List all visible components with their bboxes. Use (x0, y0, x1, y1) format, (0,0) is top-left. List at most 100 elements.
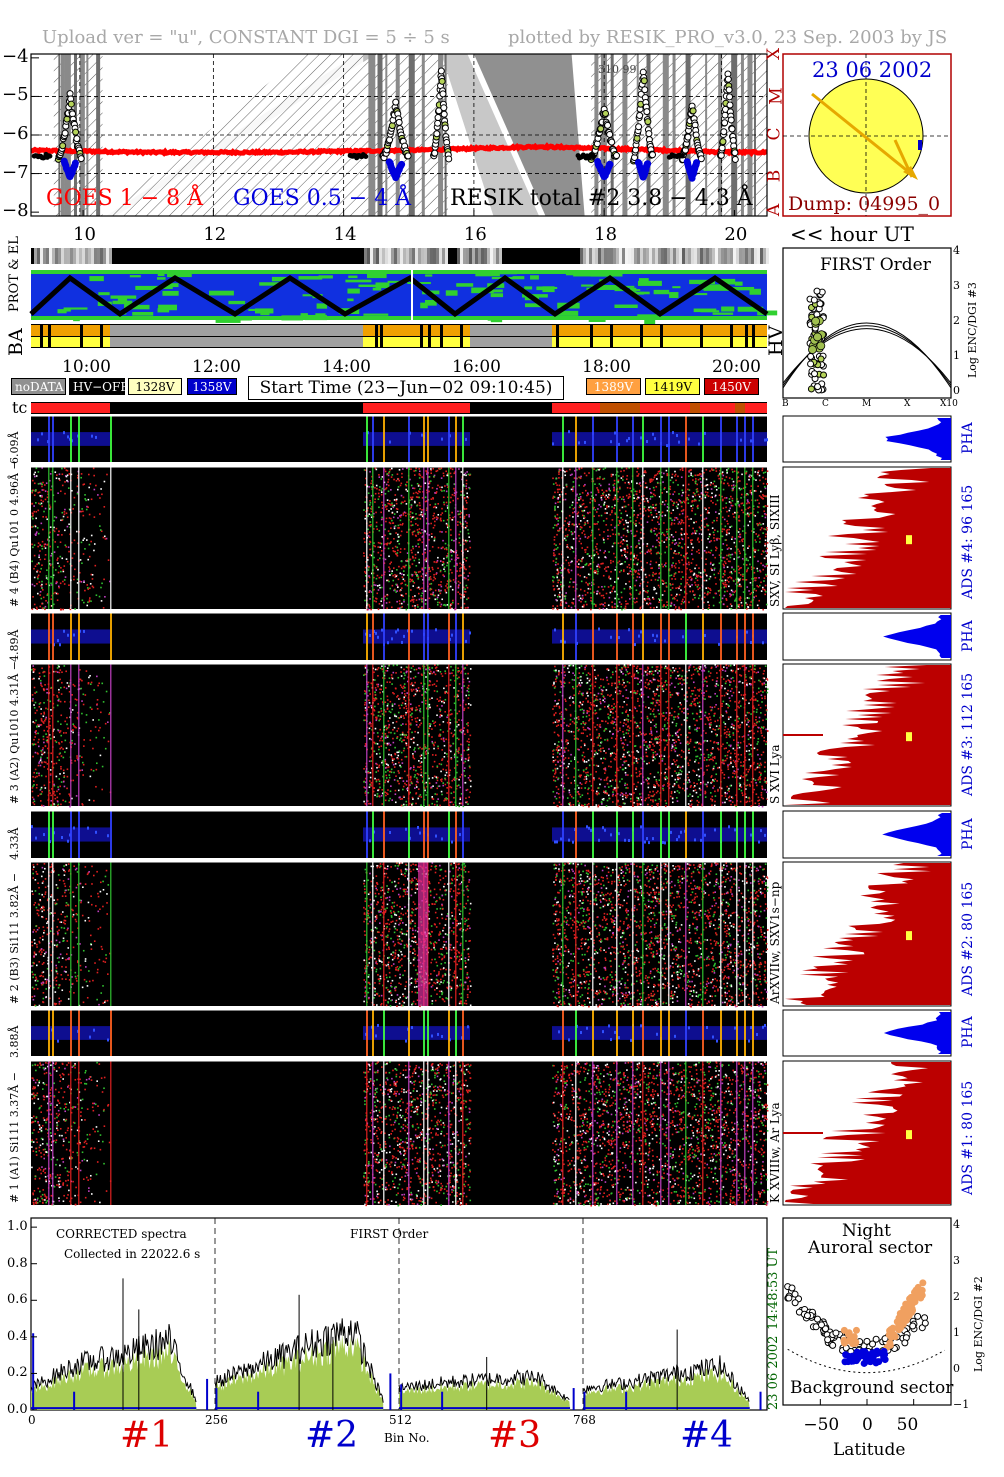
main-raster-dot (76, 755, 78, 757)
main-raster-dot (378, 476, 381, 478)
main-raster-dot (412, 601, 415, 603)
main-raster-dot (59, 541, 62, 544)
main-raster-dot (557, 571, 560, 574)
resik-point (597, 125, 605, 133)
main-raster-dot (598, 504, 600, 506)
main-raster-dot (46, 691, 48, 694)
main-raster-dot (467, 597, 470, 599)
main-raster-line (448, 467, 450, 609)
pha-raster-dot (59, 643, 61, 647)
main-raster-dot (678, 513, 681, 516)
main-raster-dot (691, 533, 693, 535)
main-raster-dot (463, 566, 465, 568)
main-raster-dot (713, 480, 716, 483)
main-raster-dot (577, 515, 579, 517)
main-raster-dot (89, 483, 92, 485)
main-raster-dot (742, 511, 745, 514)
main-raster-dot (605, 608, 608, 610)
main-raster-dot (602, 494, 605, 497)
main-raster-dot (424, 482, 427, 485)
main-raster-dot (420, 485, 422, 488)
pha-raster-dot (451, 633, 453, 637)
pha-raster-line (562, 613, 564, 660)
main-raster-dot (32, 671, 35, 673)
main-raster-dot (400, 514, 403, 516)
main-raster-dot (650, 567, 652, 570)
main-raster-dot (421, 568, 424, 571)
main-raster-dot (597, 528, 600, 531)
main-raster-dot (589, 567, 592, 570)
main-raster-dot (36, 608, 38, 611)
pha-raster-line (70, 613, 72, 660)
main-raster-dot (674, 470, 676, 473)
main-raster-dot (675, 587, 677, 590)
status-cell (37, 248, 40, 264)
main-raster-dot (453, 487, 455, 490)
main-raster-dot (376, 574, 379, 577)
main-raster-dot (415, 545, 417, 548)
main-raster-dot (755, 533, 758, 535)
main-raster-dot (633, 563, 636, 566)
main-raster-dot (612, 473, 614, 476)
main-raster-dot (647, 590, 649, 592)
main-raster-dot (710, 549, 713, 552)
main-raster-dot (66, 474, 69, 477)
resik-point (689, 107, 697, 115)
main-raster-dot (86, 604, 89, 607)
resik-point (433, 130, 441, 138)
main-raster-dot (584, 523, 587, 525)
main-raster-dot (39, 543, 41, 546)
main-raster-dot (50, 582, 52, 585)
main-raster-dot (670, 534, 673, 536)
main-raster-dot (755, 595, 757, 597)
main-raster-dot (32, 785, 34, 788)
main-raster-dot (754, 577, 756, 579)
main-raster-dot (665, 539, 668, 541)
main-raster-dot (108, 713, 110, 716)
main-raster-dot (69, 805, 71, 808)
main-raster-dot (411, 563, 414, 565)
main-raster-dot (416, 504, 418, 507)
main-raster-dot (725, 497, 728, 499)
main-raster-dot (763, 510, 766, 513)
pha-raster-dot (682, 635, 684, 639)
main-raster-dot (652, 571, 655, 574)
main-raster-dot (451, 493, 454, 496)
main-raster-dot (415, 467, 417, 470)
main-raster-dot (600, 594, 603, 597)
main-raster-dot (579, 477, 582, 480)
main-raster-dot (647, 501, 650, 504)
main-raster-dot (590, 597, 592, 599)
main-raster-dot (42, 735, 45, 738)
status-cell (703, 248, 706, 264)
main-raster-dot (636, 530, 638, 533)
main-raster-dot (676, 518, 679, 521)
pha-raster-dot (764, 438, 766, 442)
main-raster-dot (86, 539, 88, 541)
main-raster-dot (31, 526, 33, 528)
main-raster-dot (710, 496, 713, 499)
main-raster-dot (59, 490, 62, 493)
main-raster-dot (42, 489, 45, 491)
main-raster-dot (726, 590, 729, 593)
main-raster-dot (625, 555, 627, 558)
main-raster-dot (60, 803, 62, 806)
main-raster-dot (90, 540, 92, 543)
main-raster-dot (629, 566, 631, 569)
main-raster-dot (606, 505, 608, 507)
main-raster-dot (75, 530, 78, 533)
main-raster-dot (557, 496, 560, 499)
main-raster-dot (53, 551, 56, 553)
main-raster-dot (760, 527, 763, 529)
main-raster-dot (406, 467, 408, 470)
main-raster-dot (614, 569, 617, 571)
pha-raster-line (632, 613, 634, 660)
main-raster-dot (569, 548, 571, 550)
main-raster-dot (569, 506, 571, 509)
resik-point (731, 155, 739, 163)
main-raster-dot (578, 540, 581, 543)
main-raster-dot (42, 528, 44, 531)
main-raster-dot (681, 547, 684, 549)
baseline-point (47, 153, 53, 159)
main-raster-dot (465, 584, 468, 587)
